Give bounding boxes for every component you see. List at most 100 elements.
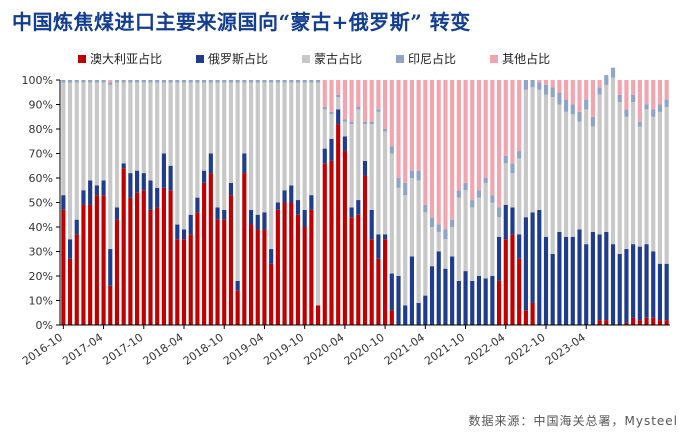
bar-segment-s4-48 (383, 80, 388, 129)
bar-segment-s3-51 (403, 182, 408, 196)
bar-segment-s1-59 (456, 280, 461, 325)
bar-segment-s3-1 (67, 80, 73, 83)
bar-segment-s4-88 (651, 80, 656, 110)
bar-segment-s3-85 (631, 94, 636, 103)
bar-segment-s2-85 (631, 102, 636, 245)
bar-segment-s2-88 (651, 116, 656, 252)
legend-item-mongolia: 蒙古占比 (302, 50, 362, 67)
bar-segment-s2-66 (503, 163, 508, 205)
bar-segment-s3-5 (94, 80, 99, 83)
bar-segment-s3-42 (342, 119, 347, 122)
x-tick-label-2: 2017-10 (100, 331, 145, 368)
bar-segment-s3-76 (570, 104, 575, 115)
bar-segment-s4-79 (590, 80, 595, 117)
bar-segment-s0-68 (517, 258, 522, 325)
bar-segment-s3-18 (181, 80, 187, 83)
bar-segment-s1-81 (604, 231, 609, 321)
bar-segment-s2-62 (476, 197, 482, 276)
bar-segment-s4-41 (336, 80, 341, 95)
bar-segment-s4-76 (570, 80, 575, 105)
bar-segment-s1-84 (624, 249, 629, 323)
bar-segment-s2-79 (590, 126, 595, 232)
bar-segment-s0-10 (128, 197, 133, 325)
bar-segment-s1-31 (269, 249, 274, 264)
bar-segment-s4-42 (342, 80, 347, 120)
bar-segment-s0-40 (329, 160, 334, 325)
bar-segment-s3-13 (148, 80, 153, 83)
bar-segment-s2-21 (202, 82, 207, 171)
bar-segment-s0-70 (530, 302, 535, 325)
bar-segment-s2-19 (188, 82, 193, 215)
bar-segment-s0-25 (228, 195, 234, 325)
x-tick-label-7: 2020-04 (301, 331, 346, 368)
bar-segment-s3-35 (295, 80, 301, 83)
x-tick-label-6: 2019-10 (261, 331, 306, 368)
bar-segment-s2-34 (289, 82, 294, 186)
bar-segment-s4-56 (436, 80, 441, 225)
bar-segment-s2-31 (269, 82, 274, 250)
bar-segment-s3-77 (577, 111, 582, 122)
bar-segment-s0-46 (369, 239, 374, 325)
bar-segment-s0-48 (383, 239, 388, 325)
bar-segment-s0-14 (155, 207, 160, 325)
bar-segment-s3-81 (604, 75, 609, 85)
bar-segment-s0-30 (262, 229, 267, 325)
bar-segment-s1-37 (309, 195, 314, 210)
x-tick-label-12: 2022-10 (503, 331, 548, 368)
bar-segment-s3-64 (490, 195, 495, 203)
bar-segment-s1-56 (436, 251, 441, 325)
bar-segment-s0-85 (631, 317, 636, 325)
bar-segment-s1-24 (222, 209, 227, 220)
bar-segment-s1-3 (81, 190, 86, 205)
bar-segment-s0-67 (510, 234, 515, 325)
bar-segment-s3-54 (423, 204, 428, 213)
bar-segment-s2-37 (309, 82, 314, 196)
bar-segment-s3-66 (503, 155, 508, 164)
bar-segment-s0-29 (255, 229, 260, 325)
bar-segment-s1-71 (537, 209, 542, 325)
bar-segment-s0-66 (503, 239, 508, 325)
bar-segment-s1-62 (476, 276, 482, 325)
bar-segment-s0-80 (597, 320, 602, 325)
bar-segment-s0-4 (88, 204, 93, 325)
bar-segment-s0-9 (121, 168, 126, 325)
bar-segment-s1-41 (336, 109, 341, 125)
bar-segment-s0-45 (362, 175, 368, 325)
bar-segment-s2-12 (141, 82, 146, 174)
bar-segment-s1-8 (114, 207, 120, 220)
bar-segment-s3-19 (188, 80, 193, 83)
bar-segment-s0-6 (101, 195, 106, 325)
legend: 澳大利亚占比 俄罗斯占比 蒙古占比 印尼占比 其他占比 (78, 50, 550, 67)
bar-segment-s3-89 (657, 104, 663, 112)
bar-segment-s3-17 (175, 80, 180, 83)
bar-segment-s2-73 (550, 97, 555, 254)
bar-segment-s1-39 (322, 148, 327, 164)
bar-segment-s1-20 (195, 197, 200, 213)
bar-segment-s1-52 (409, 256, 415, 325)
bar-segment-s3-49 (389, 146, 394, 154)
bar-segment-s3-90 (664, 99, 669, 107)
bar-segment-s2-29 (255, 82, 260, 215)
bar-segment-s3-38 (316, 80, 321, 83)
bar-segment-s4-43 (349, 80, 354, 122)
bar-segment-s0-31 (269, 263, 274, 325)
bar-segment-s0-42 (342, 151, 347, 325)
bar-segment-s3-33 (282, 80, 287, 83)
bar-segment-s2-84 (624, 116, 629, 250)
bar-segment-s2-22 (208, 82, 213, 154)
bar-segment-s1-83 (617, 253, 622, 325)
bar-segment-s1-30 (262, 212, 267, 230)
bar-segment-s0-11 (135, 192, 140, 325)
bar-segment-s3-82 (610, 67, 616, 78)
bar-segment-s1-15 (161, 153, 166, 188)
legend-label-other: 其他占比 (502, 52, 551, 66)
bar-segment-s1-12 (141, 173, 146, 191)
bar-segment-s0-3 (81, 204, 86, 325)
bar-segment-s3-56 (436, 224, 441, 232)
bar-segment-s0-26 (235, 290, 240, 325)
bar-segment-s3-44 (356, 106, 361, 110)
bar-segment-s1-70 (530, 212, 535, 303)
bar-segment-s2-2 (74, 82, 79, 220)
bar-segment-s0-34 (289, 202, 294, 325)
bar-segment-s2-7 (108, 84, 113, 250)
